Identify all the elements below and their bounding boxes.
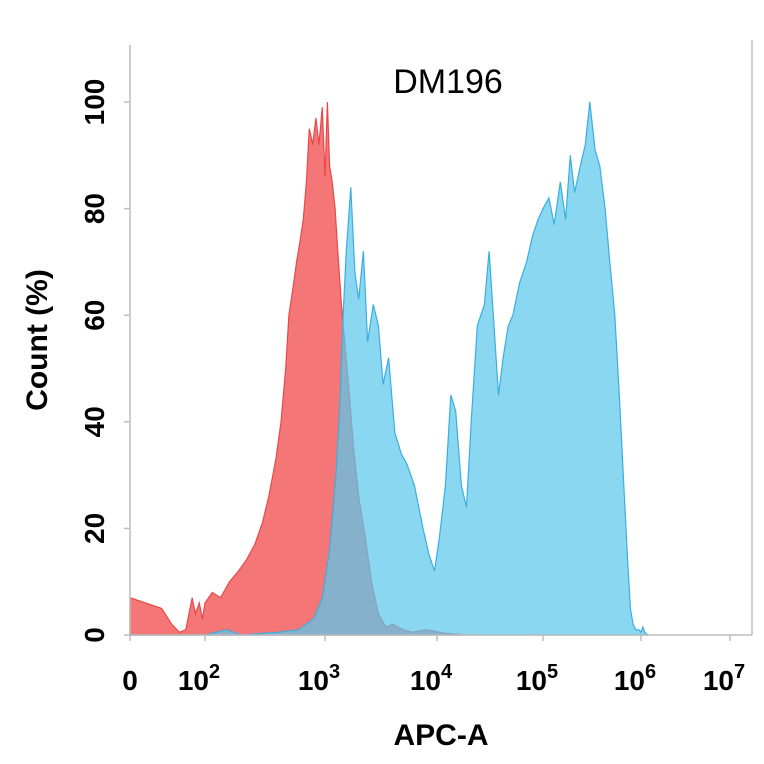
y-tick-label: 20 [79, 513, 110, 544]
x-tick-label: 106 [614, 661, 656, 696]
y-tick-5: 100 [79, 79, 130, 126]
y-tick-4: 80 [79, 193, 130, 224]
x-tick-label: 102 [178, 661, 220, 696]
chart-title: DM196 [393, 63, 503, 101]
x-tick-label: 0 [122, 665, 138, 696]
x-tick-4: 105 [516, 635, 558, 696]
axes-layer [129, 40, 753, 636]
y-tick-label: 40 [79, 406, 110, 437]
x-tick-label: 107 [703, 661, 745, 696]
x-tick-3: 104 [410, 635, 453, 696]
series-layer [129, 101, 650, 636]
x-tick-0: 0 [122, 635, 138, 696]
x-tick-5: 106 [614, 635, 656, 696]
tick-layer: 0 102 103 104 105 106 107 0 20 40 60 80 100 [79, 79, 745, 696]
x-tick-1: 102 [178, 635, 220, 696]
x-tick-label: 104 [410, 661, 453, 696]
y-tick-1: 20 [79, 513, 130, 544]
y-tick-label: 60 [79, 300, 110, 331]
x-tick-label: 105 [516, 661, 558, 696]
histogram-area-series-2 [130, 101, 650, 636]
x-tick-label: 103 [298, 661, 340, 696]
y-axis-title: Count (%) [21, 269, 54, 411]
x-tick-6: 107 [703, 635, 745, 696]
y-tick-2: 40 [79, 406, 130, 437]
x-axis-title: APC-A [394, 719, 489, 752]
y-tick-label: 80 [79, 193, 110, 224]
y-tick-label: 0 [79, 627, 110, 643]
y-tick-0: 0 [79, 627, 130, 643]
x-tick-2: 103 [298, 635, 340, 696]
y-tick-label: 100 [79, 79, 110, 126]
y-tick-3: 60 [79, 300, 130, 331]
